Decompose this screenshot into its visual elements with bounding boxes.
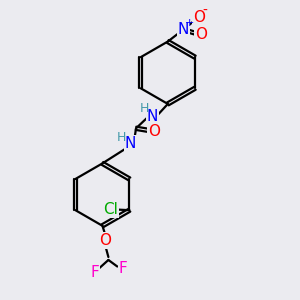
Text: H: H bbox=[140, 102, 149, 115]
Text: O: O bbox=[193, 10, 205, 25]
Text: N: N bbox=[147, 109, 158, 124]
Text: N: N bbox=[178, 22, 189, 37]
Text: F: F bbox=[118, 261, 127, 276]
Text: Cl: Cl bbox=[103, 202, 118, 217]
Text: F: F bbox=[91, 265, 99, 280]
Text: O: O bbox=[195, 28, 207, 43]
Text: O: O bbox=[99, 233, 111, 248]
Text: +: + bbox=[185, 18, 194, 28]
Text: N: N bbox=[125, 136, 136, 151]
Text: O: O bbox=[148, 124, 160, 139]
Text: -: - bbox=[203, 4, 208, 18]
Text: H: H bbox=[117, 131, 127, 144]
